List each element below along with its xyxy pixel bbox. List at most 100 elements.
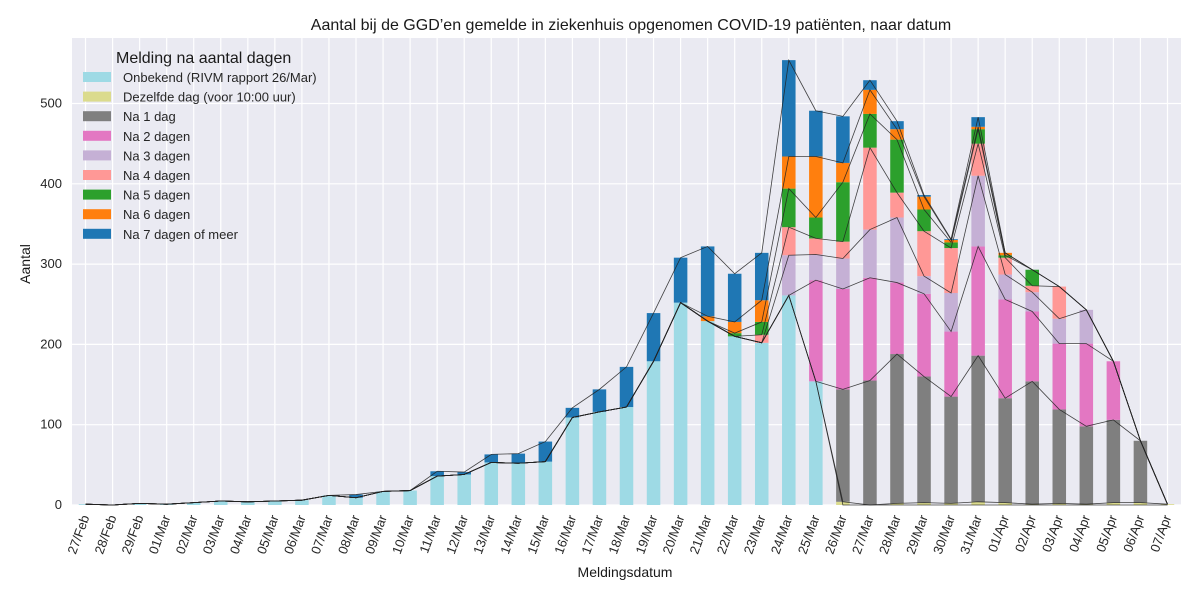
legend-entry: Na 1 dag <box>123 109 176 124</box>
legend-entry: Na 2 dagen <box>123 129 190 144</box>
cumulative-line <box>85 58 1168 506</box>
bar-segment <box>646 313 661 362</box>
x-tick-label: 13/Mar <box>470 512 498 556</box>
bar-segment <box>78 504 93 505</box>
bar-segment <box>890 121 904 130</box>
bar-segment <box>809 110 823 157</box>
bar-segment <box>1025 381 1039 505</box>
bar-segment <box>863 89 877 114</box>
bar-segment <box>1133 502 1148 505</box>
bar-segment <box>538 461 553 505</box>
bar-segment <box>1025 285 1039 293</box>
x-tick-label: 03/Mar <box>200 512 228 556</box>
bar-segment <box>1079 504 1094 505</box>
x-tick-label: 04/Mar <box>227 512 255 556</box>
x-tick-label: 24/Mar <box>768 512 796 556</box>
bar-segment <box>1025 292 1039 312</box>
bar-segment <box>754 252 769 301</box>
legend-entry: Na 7 dagen of meer <box>123 227 239 242</box>
bar-segment <box>403 490 417 505</box>
legend-entry: Na 5 dagen <box>123 188 190 203</box>
y-tick-label: 500 <box>40 96 62 111</box>
bar-segment <box>890 354 904 504</box>
bar-segment <box>917 376 931 503</box>
bar-segment <box>1025 504 1039 505</box>
y-tick-label: 300 <box>40 256 62 271</box>
bars <box>78 60 1175 505</box>
bar-segment <box>890 129 904 140</box>
x-tick-label: 09/Mar <box>362 512 390 556</box>
y-tick-label: 400 <box>40 176 62 191</box>
x-tick-label: 15/Mar <box>524 512 552 556</box>
x-tick-label: 02/Mar <box>173 512 201 556</box>
x-tick-label: 01/Apr <box>985 512 1012 554</box>
bar-segment <box>782 255 796 296</box>
bar-segment <box>998 502 1012 505</box>
bar-segment <box>863 277 877 381</box>
bar-segment <box>673 302 688 505</box>
x-tick-label: 10/Mar <box>389 512 417 556</box>
bar-segment <box>890 282 904 355</box>
x-tick-label: 22/Mar <box>714 512 742 556</box>
bar-segment <box>132 503 147 505</box>
bar-segment <box>619 366 634 408</box>
bar-segment <box>727 333 742 337</box>
x-tick-label: 18/Mar <box>605 512 633 556</box>
legend-swatch <box>83 228 111 239</box>
bar-segment <box>971 117 985 127</box>
x-tick-label: 20/Mar <box>659 512 687 556</box>
legend: Melding na aantal dagen Onbekend (RIVM r… <box>83 50 317 242</box>
bar-segment <box>349 497 363 505</box>
x-tick-label: 27/Mar <box>849 512 877 556</box>
bar-segment <box>917 293 931 377</box>
bar-segment <box>727 321 742 334</box>
x-tick-label: 26/Mar <box>822 512 850 556</box>
bar-segment <box>700 321 715 505</box>
bar-segment <box>159 504 174 505</box>
legend-title: Melding na aantal dagen <box>116 50 291 67</box>
bar-segment <box>1052 286 1067 319</box>
bar-segment <box>754 342 769 505</box>
bar-segment <box>863 229 877 278</box>
legend-swatch <box>83 130 111 141</box>
x-tick-label: 14/Mar <box>497 512 525 556</box>
bar-segment <box>998 398 1012 503</box>
bar-segment <box>1052 318 1067 344</box>
x-tick-label: 31/Mar <box>957 512 985 556</box>
x-tick-label: 07/Mar <box>308 512 336 556</box>
bar-segment <box>646 361 661 505</box>
y-axis-ticks: 0 100 200 300 400 500 <box>40 96 62 513</box>
bar-segment <box>1025 269 1039 286</box>
legend-entry: Na 6 dagen <box>123 207 190 222</box>
bar-segment <box>619 407 634 505</box>
bar-segment <box>836 182 850 242</box>
x-tick-label: 16/Mar <box>551 512 579 556</box>
bar-segment <box>836 162 850 183</box>
bar-segment <box>484 454 499 463</box>
bar-segment <box>863 113 877 148</box>
bar-segment <box>349 494 363 498</box>
bar-segment <box>809 238 823 255</box>
bar-segment <box>863 380 877 505</box>
legend-entry: Na 4 dagen <box>123 168 190 183</box>
bar-segment <box>863 80 877 90</box>
bar-segment <box>592 389 607 412</box>
legend-entry: Dezelfde dag (voor 10:00 uur) <box>123 90 296 105</box>
bar-segment <box>1079 309 1094 344</box>
x-tick-label: 05/Apr <box>1093 512 1120 554</box>
x-tick-label: 21/Mar <box>687 512 715 556</box>
bar-segment <box>511 463 526 505</box>
bar-segment <box>673 257 688 303</box>
bar-segment <box>836 389 850 502</box>
x-axis-label: Meldingsdatum <box>578 564 673 580</box>
y-tick-label: 200 <box>40 336 62 351</box>
bar-segment <box>1052 503 1067 505</box>
x-tick-label: 08/Mar <box>335 512 363 556</box>
bar-segment <box>944 396 958 504</box>
x-tick-label: 25/Mar <box>795 512 823 556</box>
bar-segment <box>944 248 958 294</box>
bar-segment <box>836 258 850 289</box>
bar-segment <box>809 156 823 218</box>
x-tick-label: 12/Mar <box>443 512 471 556</box>
bar-segment <box>1079 343 1094 427</box>
